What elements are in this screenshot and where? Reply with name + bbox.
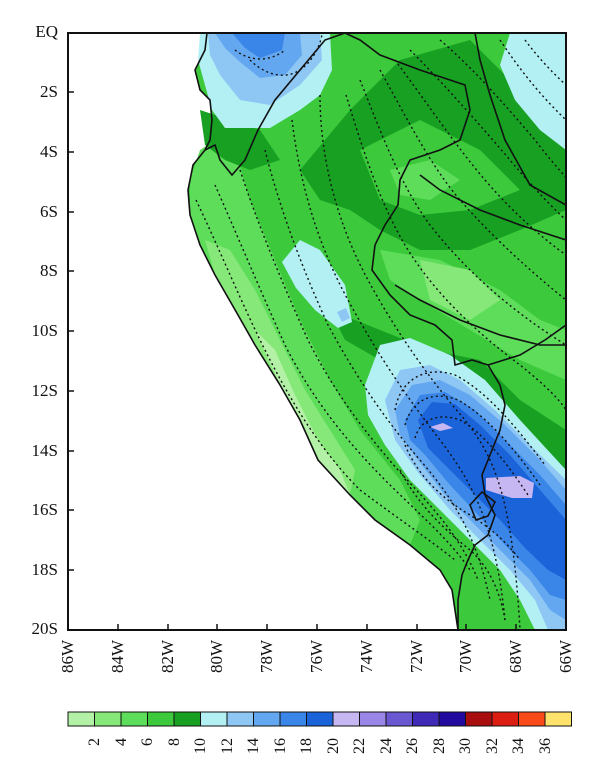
colorbar bbox=[67, 711, 572, 727]
lat-label-4s: 4S bbox=[40, 142, 58, 161]
colorbar-tick-20: 20 bbox=[325, 738, 342, 754]
lat-label-16s: 16S bbox=[31, 500, 58, 519]
colorbar-swatch bbox=[491, 711, 519, 727]
colorbar-swatch bbox=[518, 711, 546, 727]
colorbar-swatch bbox=[147, 711, 175, 727]
lon-label-66w: 66W bbox=[556, 640, 575, 674]
colorbar-swatch bbox=[173, 711, 201, 727]
colorbar-tick-32: 32 bbox=[484, 738, 501, 754]
lat-label-18s: 18S bbox=[31, 560, 58, 579]
colorbar-swatch bbox=[253, 711, 281, 727]
lon-label-80w: 80W bbox=[207, 640, 226, 674]
lon-label-82w: 82W bbox=[158, 640, 177, 674]
colorbar-tick-4: 4 bbox=[113, 738, 130, 746]
colorbar-tick-34: 34 bbox=[510, 738, 527, 754]
colorbar-swatch bbox=[412, 711, 440, 727]
lon-label-68w: 68W bbox=[506, 640, 525, 674]
colorbar-swatch bbox=[200, 711, 228, 727]
colorbar-tick-28: 28 bbox=[431, 738, 448, 754]
colorbar-swatch bbox=[279, 711, 307, 727]
coastline-borders bbox=[187, 33, 566, 630]
colorbar-swatch bbox=[120, 711, 148, 727]
colorbar-swatch bbox=[385, 711, 413, 727]
colorbar-tick-14: 14 bbox=[245, 738, 262, 754]
contour-lines bbox=[195, 33, 566, 630]
colorbar-tick-2: 2 bbox=[86, 738, 103, 746]
colorbar-tick-36: 36 bbox=[537, 738, 554, 754]
lon-label-78w: 78W bbox=[257, 640, 276, 674]
colorbar-swatch bbox=[306, 711, 334, 727]
lon-label-84w: 84W bbox=[108, 640, 127, 674]
lon-label-72w: 72W bbox=[407, 640, 426, 674]
colorbar-tick-26: 26 bbox=[404, 738, 421, 754]
lat-label-14s: 14S bbox=[31, 441, 58, 460]
land-fill bbox=[188, 33, 566, 630]
lon-label-70w: 70W bbox=[456, 640, 475, 674]
colorbar-tick-18: 18 bbox=[298, 738, 315, 754]
lat-label-6s: 6S bbox=[40, 202, 58, 221]
lat-label-20s: 20S bbox=[31, 619, 58, 638]
colorbar-swatch bbox=[67, 711, 95, 727]
lat-label-eq: EQ bbox=[35, 22, 58, 41]
colorbar-tick-6: 6 bbox=[139, 738, 156, 746]
lon-label-74w: 74W bbox=[357, 640, 376, 674]
axis-ticks bbox=[67, 32, 567, 631]
lat-label-12s: 12S bbox=[31, 381, 58, 400]
colorbar-tick-8: 8 bbox=[166, 738, 183, 746]
colorbar-tick-22: 22 bbox=[351, 738, 368, 754]
lon-label-76w: 76W bbox=[307, 640, 326, 674]
lat-label-10s: 10S bbox=[31, 321, 58, 340]
colorbar-tick-30: 30 bbox=[457, 738, 474, 754]
colorbar-tick-24: 24 bbox=[378, 738, 395, 754]
lat-label-2s: 2S bbox=[40, 82, 58, 101]
colorbar-swatch bbox=[544, 711, 572, 727]
lon-label-86w: 86W bbox=[58, 640, 77, 674]
colorbar-swatch bbox=[359, 711, 387, 727]
colorbar-swatch bbox=[465, 711, 493, 727]
colorbar-swatch bbox=[94, 711, 122, 727]
colorbar-tick-10: 10 bbox=[192, 738, 209, 754]
colorbar-tick-16: 16 bbox=[272, 738, 289, 754]
colorbar-swatch bbox=[332, 711, 360, 727]
lat-label-8s: 8S bbox=[40, 261, 58, 280]
colorbar-swatch bbox=[438, 711, 466, 727]
colorbar-swatch bbox=[226, 711, 254, 727]
colorbar-tick-12: 12 bbox=[219, 738, 236, 754]
